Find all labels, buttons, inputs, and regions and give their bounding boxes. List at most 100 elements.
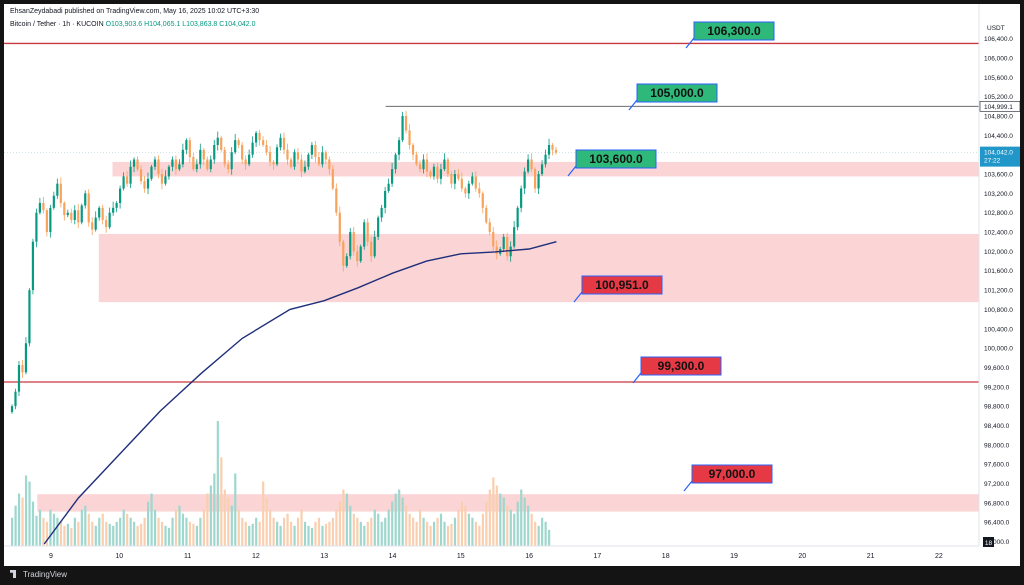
candle-body xyxy=(261,140,265,145)
candle-body xyxy=(21,365,24,373)
price-chart[interactable]: 106,300.0 105,000.0 103,600.0 100,951.0 99,3… xyxy=(4,4,1020,566)
volume-bar xyxy=(276,521,279,546)
candle-body xyxy=(411,144,415,155)
candle-body xyxy=(533,169,537,189)
candle-body xyxy=(432,166,436,177)
x-tick-label: 17 xyxy=(594,553,602,560)
volume-bar xyxy=(84,505,87,546)
volume-bar xyxy=(502,497,505,546)
volume-bar xyxy=(202,509,205,546)
candle-body xyxy=(293,152,296,167)
y-tick-label: 104,400.0 xyxy=(984,133,1013,140)
candle-body xyxy=(370,241,373,257)
y-tick-label: 102,800.0 xyxy=(984,210,1013,217)
volume-bar xyxy=(108,523,111,546)
candle-body xyxy=(87,193,90,223)
candle-body xyxy=(248,154,251,165)
symbol-name[interactable]: Bitcoin / Tether · 1h · KUCOIN xyxy=(10,21,104,28)
candle-body xyxy=(286,149,289,160)
chart-canvas[interactable]: 106,300.0 105,000.0 103,600.0 100,951.0 99,3… xyxy=(4,4,1020,566)
volume-bar xyxy=(216,421,219,546)
candle-body xyxy=(506,236,509,257)
y-tick-label: 103,600.0 xyxy=(984,172,1013,179)
volume-bar xyxy=(338,501,341,546)
y-tick-label: 96,400.0 xyxy=(984,520,1010,527)
price-marker-box xyxy=(979,100,1020,112)
tradingview-brand[interactable]: TradingView xyxy=(10,570,67,579)
candle-body xyxy=(199,149,202,165)
candle-body xyxy=(415,154,418,165)
candle-body xyxy=(265,144,268,153)
candle-body xyxy=(132,159,136,167)
candle-body xyxy=(209,159,212,170)
level-label-red: 99,300.0 xyxy=(632,356,722,384)
zone-2 xyxy=(37,494,979,512)
x-tick-label: 20 xyxy=(798,553,806,560)
volume-bar xyxy=(415,521,418,546)
label-pointer xyxy=(573,291,583,303)
volume-bar xyxy=(87,513,90,546)
candle-body xyxy=(125,176,129,184)
volume-bar xyxy=(384,517,387,546)
volume-bar xyxy=(485,501,488,546)
footer-badge-box xyxy=(983,537,994,547)
volume-bar xyxy=(495,485,498,546)
volume-bar xyxy=(31,501,35,546)
volume-bar xyxy=(303,521,307,546)
candle-body xyxy=(258,132,261,141)
volume-bar xyxy=(321,525,324,546)
volume-bar xyxy=(499,493,502,546)
y-tick-label: 97,200.0 xyxy=(984,481,1010,488)
candle-body xyxy=(310,144,313,155)
label-box xyxy=(636,83,718,103)
price-marker-label: 104,999.1 xyxy=(984,104,1013,111)
volume-bar xyxy=(432,521,436,546)
candle-body xyxy=(275,147,279,165)
volume-bar xyxy=(419,509,422,546)
candle-body xyxy=(384,190,387,208)
candle-body xyxy=(380,207,383,218)
volume-bar xyxy=(181,513,185,546)
candle-body xyxy=(160,174,164,184)
volume-bar xyxy=(272,517,275,546)
volume-bar xyxy=(373,509,376,546)
candle-body xyxy=(349,232,352,257)
label-box xyxy=(640,356,722,376)
level-label-text: 106,300.0 xyxy=(707,24,761,38)
x-tick-label: 16 xyxy=(525,553,533,560)
x-tick-label: 10 xyxy=(115,553,123,560)
volume-bar xyxy=(105,521,108,546)
volume-bar xyxy=(147,501,150,546)
candle-body xyxy=(408,130,411,145)
volume-bar xyxy=(153,509,157,546)
candle-body xyxy=(216,137,219,145)
candle-body xyxy=(17,365,21,392)
candle-body xyxy=(474,176,477,189)
volume-bar xyxy=(17,493,21,546)
volume-bar xyxy=(42,517,45,546)
level-label-text: 103,600.0 xyxy=(589,152,643,166)
candle-body xyxy=(73,210,76,220)
volume-bar xyxy=(478,525,481,546)
level-label-green: 105,000.0 xyxy=(628,83,718,111)
candle-body xyxy=(307,154,310,167)
volume-bar xyxy=(80,509,83,546)
volume-bar xyxy=(56,517,59,546)
volume-bar xyxy=(286,513,289,546)
candle-body xyxy=(520,188,523,208)
volume-bar xyxy=(331,517,335,546)
candle-body xyxy=(345,256,348,266)
level-label-green: 106,300.0 xyxy=(685,21,775,49)
volume-bar xyxy=(398,489,401,546)
volume-bar xyxy=(251,523,254,546)
candle-body xyxy=(115,203,118,208)
y-tick-label: 100,000.0 xyxy=(984,346,1013,353)
candle-body xyxy=(52,195,55,208)
candle-body xyxy=(324,152,327,160)
candle-body xyxy=(523,171,526,189)
volume-bar xyxy=(324,523,328,546)
volume-bar xyxy=(192,523,195,546)
candle-body xyxy=(540,164,544,175)
volume-bar xyxy=(335,509,338,546)
